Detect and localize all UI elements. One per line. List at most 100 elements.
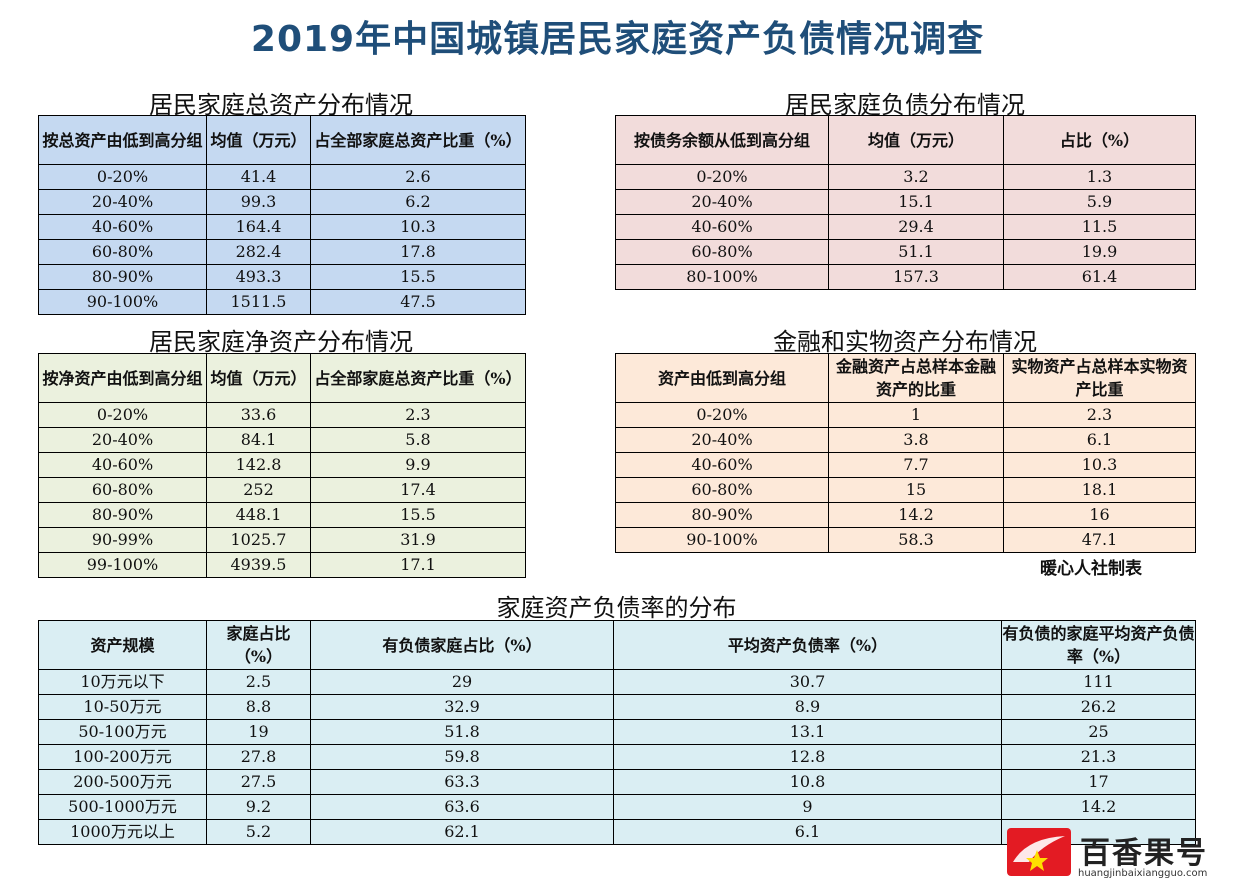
- table-credit-note: 暖心人社制表: [1040, 559, 1142, 579]
- table-cell: 282.4: [206, 239, 311, 265]
- liabilities-table: 按债务余额从低到高分组 均值（万元） 占比（%） 0-20% 3.2 1.3 20-40%…: [615, 115, 1196, 290]
- table-row: 10-50万元 8.8 32.9 8.9 26.2: [38, 694, 1196, 720]
- table-cell: 58.3: [828, 527, 1004, 553]
- table-cell: 16: [1003, 502, 1196, 528]
- table-cell: 7.7: [828, 452, 1004, 478]
- table-cell: 17.1: [310, 552, 526, 578]
- column-header: 按净资产由低到高分组: [38, 353, 207, 403]
- table-row: 60-80% 15 18.1: [615, 477, 1196, 503]
- table-cell: 15: [828, 477, 1004, 503]
- page-title: 2019年中国城镇居民家庭资产负债情况调查: [250, 19, 985, 60]
- table-row: 40-60% 29.4 11.5: [615, 214, 1196, 240]
- table-cell: 20-40%: [38, 189, 207, 215]
- table-cell: 448.1: [206, 502, 311, 528]
- table-row: 20-40% 99.3 6.2: [38, 189, 526, 215]
- table-cell: 1025.7: [206, 527, 311, 553]
- table-cell: 5.2: [206, 819, 311, 845]
- total-assets-title: 居民家庭总资产分布情况: [149, 91, 413, 119]
- table-cell: 15.5: [310, 502, 526, 528]
- table-cell: 31.9: [310, 527, 526, 553]
- table-row: 80-90% 493.3 15.5: [38, 264, 526, 290]
- table-cell: 13.1: [613, 719, 1002, 745]
- table-row: 0-20% 1 2.3: [615, 402, 1196, 428]
- column-header: 占全部家庭总资产比重（%）: [310, 115, 526, 165]
- table-cell: 80-100%: [615, 264, 829, 290]
- table-row: 40-60% 7.7 10.3: [615, 452, 1196, 478]
- debt-ratio-title: 家庭资产负债率的分布: [496, 594, 737, 622]
- table-cell: 20-40%: [615, 189, 829, 215]
- table-cell: 9.2: [206, 794, 311, 820]
- table-cell: 0-20%: [615, 402, 829, 428]
- table-cell: 60-80%: [38, 477, 207, 503]
- logo-emblem: [1007, 828, 1071, 876]
- table-cell: 20-40%: [38, 427, 207, 453]
- table-row: 80-90% 448.1 15.5: [38, 502, 526, 528]
- table-cell: 5.9: [1003, 189, 1196, 215]
- table-cell: 90-99%: [38, 527, 207, 553]
- column-header: 有负债的家庭平均资产负债率（%）: [1001, 620, 1196, 670]
- table-cell: 8.8: [206, 694, 311, 720]
- table-cell: 6.2: [310, 189, 526, 215]
- table-cell: 30.7: [613, 669, 1002, 695]
- table-cell: 17.4: [310, 477, 526, 503]
- table-cell: 63.6: [310, 794, 614, 820]
- table-row: 100-200万元 27.8 59.8 12.8 21.3: [38, 744, 1196, 770]
- table-cell: 9.9: [310, 452, 526, 478]
- table-cell: 14.2: [828, 502, 1004, 528]
- total-assets-table: 按总资产由低到高分组 均值（万元） 占全部家庭总资产比重（%） 0-20% 41.4 2…: [38, 115, 526, 315]
- table-cell: 40-60%: [615, 452, 829, 478]
- column-header: 家庭占比（%）: [206, 620, 311, 670]
- table-cell: 41.4: [206, 164, 311, 190]
- table-cell: 40-60%: [38, 452, 207, 478]
- table-cell: 0-20%: [38, 164, 207, 190]
- table-cell: 2.6: [310, 164, 526, 190]
- table-cell: 80-90%: [38, 502, 207, 528]
- table-cell: 2.5: [206, 669, 311, 695]
- logo-url: huangjinbaixiangguo.com: [1078, 868, 1208, 879]
- table-cell: 1: [828, 402, 1004, 428]
- table-row: 80-100% 157.3 61.4: [615, 264, 1196, 290]
- table-cell: 10.8: [613, 769, 1002, 795]
- table-row: 20-40% 84.1 5.8: [38, 427, 526, 453]
- table-cell: 17.8: [310, 239, 526, 265]
- watermark-logo: 百香果号 huangjinbaixiangguo.com: [1000, 822, 1255, 884]
- star-flag-icon: [1013, 836, 1065, 871]
- table-cell: 51.1: [828, 239, 1004, 265]
- table-row: 0-20% 33.6 2.3: [38, 402, 526, 428]
- table-row: 60-80% 51.1 19.9: [615, 239, 1196, 265]
- table-cell: 47.5: [310, 289, 526, 315]
- table-cell: 252: [206, 477, 311, 503]
- column-header: 均值（万元）: [828, 115, 1004, 165]
- table-cell: 90-100%: [615, 527, 829, 553]
- table-row: 0-20% 3.2 1.3: [615, 164, 1196, 190]
- table-cell: 32.9: [310, 694, 614, 720]
- table-cell: 157.3: [828, 264, 1004, 290]
- table-cell: 15.5: [310, 264, 526, 290]
- table-row: 40-60% 164.4 10.3: [38, 214, 526, 240]
- logo-name: 百香果号: [1080, 836, 1208, 871]
- table-cell: 500-1000万元: [38, 794, 207, 820]
- table-cell: 5.8: [310, 427, 526, 453]
- table-cell: 6.1: [613, 819, 1002, 845]
- table-row: 60-80% 252 17.4: [38, 477, 526, 503]
- table-row: 90-99% 1025.7 31.9: [38, 527, 526, 553]
- table-cell: 99-100%: [38, 552, 207, 578]
- table-row: 99-100% 4939.5 17.1: [38, 552, 526, 578]
- table-cell: 1000万元以上: [38, 819, 207, 845]
- table-cell: 80-90%: [38, 264, 207, 290]
- table-cell: 6.1: [1003, 427, 1196, 453]
- table-cell: 62.1: [310, 819, 614, 845]
- table-row: 90-100% 1511.5 47.5: [38, 289, 526, 315]
- column-header: 资产由低到高分组: [615, 353, 829, 403]
- table-cell: 4939.5: [206, 552, 311, 578]
- table-cell: 27.8: [206, 744, 311, 770]
- table-cell: 26.2: [1001, 694, 1196, 720]
- column-header: 实物资产占总样本实物资产比重: [1003, 353, 1196, 403]
- net-assets-title: 居民家庭净资产分布情况: [149, 328, 413, 356]
- table-row: 40-60% 142.8 9.9: [38, 452, 526, 478]
- table-row: 0-20% 41.4 2.6: [38, 164, 526, 190]
- table-cell: 50-100万元: [38, 719, 207, 745]
- table-cell: 0-20%: [38, 402, 207, 428]
- table-cell: 2.3: [310, 402, 526, 428]
- table-cell: 10万元以下: [38, 669, 207, 695]
